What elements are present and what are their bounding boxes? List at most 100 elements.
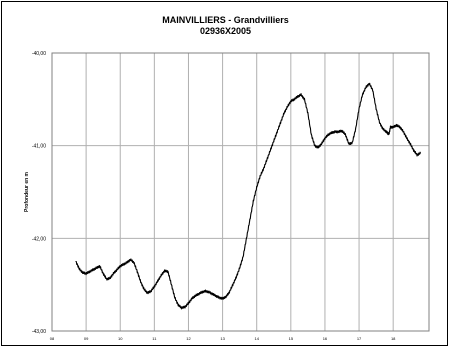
data-point	[78, 268, 80, 270]
data-point	[399, 126, 401, 128]
data-point	[365, 86, 367, 88]
data-point	[143, 288, 145, 290]
data-point	[303, 98, 305, 100]
data-point	[389, 126, 391, 128]
data-point	[355, 128, 357, 130]
data-point	[184, 306, 186, 308]
data-point	[297, 96, 299, 98]
data-point	[167, 271, 169, 273]
data-point	[218, 297, 220, 299]
x-tick-label: 14	[254, 336, 259, 341]
data-point	[123, 263, 125, 265]
y-tick-label: -41,00	[32, 144, 46, 150]
y-axis-label: Profondeur en m	[24, 171, 30, 212]
data-point	[266, 159, 268, 161]
data-point	[201, 291, 203, 293]
data-point	[235, 276, 237, 278]
series-group	[75, 82, 421, 310]
data-point	[406, 137, 408, 139]
chart-subtitle: 02936X2005	[199, 26, 252, 36]
data-point	[379, 122, 381, 123]
x-tick-label: 08	[50, 336, 55, 341]
y-tick-label: -43,00	[32, 329, 46, 335]
data-point	[382, 128, 384, 130]
data-point	[351, 142, 353, 144]
data-point	[177, 304, 179, 306]
data-point	[300, 94, 302, 96]
data-point	[160, 274, 162, 276]
data-point	[170, 284, 172, 286]
data-point	[293, 98, 295, 100]
chart-title-block: MAINVILLIERS - Grandvilliers 02936X2005	[0, 15, 451, 37]
data-point	[361, 94, 363, 96]
data-point	[136, 271, 138, 273]
data-point	[310, 134, 312, 136]
x-tick-label: 12	[186, 336, 191, 341]
data-point	[147, 292, 149, 294]
data-point	[331, 132, 333, 134]
data-point	[385, 131, 387, 133]
data-point	[269, 149, 271, 151]
data-point	[259, 175, 261, 177]
data-point	[392, 126, 394, 128]
data-point	[140, 281, 142, 283]
plot-area	[51, 52, 430, 332]
data-point	[375, 108, 377, 110]
data-point	[358, 108, 360, 110]
data-point	[283, 112, 285, 114]
data-point	[245, 237, 247, 239]
data-point	[273, 140, 275, 142]
data-point	[416, 154, 418, 156]
x-tick-label: 13	[220, 336, 225, 341]
data-point	[413, 149, 415, 151]
data-point	[85, 273, 87, 275]
y-tick-label: -40,00	[32, 51, 46, 57]
x-tick-label: 18	[391, 336, 396, 341]
data-point	[116, 269, 118, 271]
data-point	[157, 280, 159, 282]
data-point	[280, 122, 282, 123]
data-point	[208, 291, 210, 293]
data-point	[82, 272, 84, 274]
data-point	[225, 296, 227, 298]
data-point	[191, 298, 193, 300]
data-point	[205, 290, 207, 292]
data-point	[112, 273, 114, 275]
data-point	[252, 200, 254, 202]
data-point	[222, 298, 224, 300]
data-point	[314, 145, 316, 147]
data-point	[338, 131, 340, 133]
data-point	[99, 265, 101, 267]
data-point	[344, 134, 346, 136]
data-point	[409, 143, 411, 145]
data-point	[290, 100, 292, 102]
data-point	[387, 133, 389, 135]
series-line	[75, 82, 421, 310]
data-point	[150, 290, 152, 292]
data-point	[198, 293, 200, 295]
data-point	[263, 168, 265, 170]
data-point	[368, 83, 370, 85]
data-point	[327, 134, 329, 136]
data-point	[321, 143, 323, 145]
data-point	[396, 124, 398, 126]
data-point	[102, 273, 104, 275]
data-point	[129, 259, 131, 261]
x-tick-label: 15	[289, 336, 294, 341]
x-tick-label: 11	[152, 336, 157, 341]
data-point	[372, 89, 374, 91]
x-tick-label: 16	[323, 336, 328, 341]
x-tick-label: 10	[118, 336, 123, 341]
y-axis: -40,00 -41,00 -42,00 -43,00	[32, 51, 46, 335]
data-point	[174, 297, 176, 299]
data-point	[324, 137, 326, 139]
data-point	[307, 112, 309, 114]
data-point	[75, 261, 77, 262]
data-point	[181, 307, 183, 309]
data-point	[402, 131, 404, 133]
data-point	[92, 269, 94, 271]
data-point	[348, 143, 350, 145]
data-point	[133, 261, 135, 263]
data-point	[194, 295, 196, 297]
data-point	[317, 147, 319, 149]
